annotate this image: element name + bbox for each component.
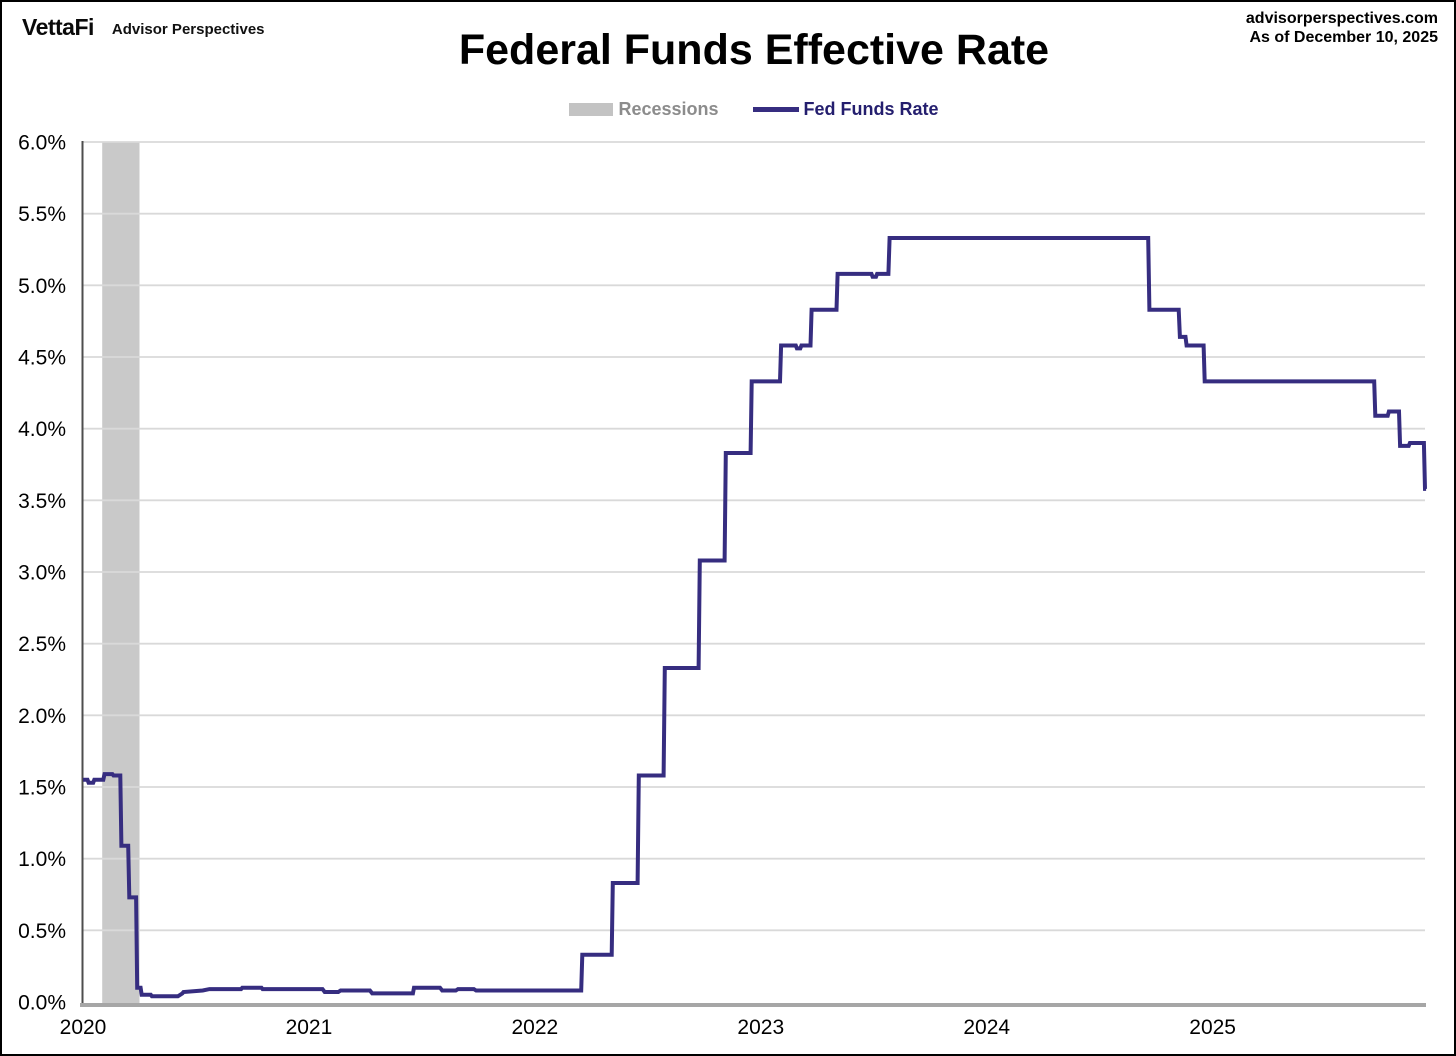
vettafi-logo: VettaFi Advisor Perspectives: [22, 14, 265, 41]
legend-item-fed-funds-rate: Fed Funds Rate: [752, 99, 939, 120]
y-axis-tick-label: 2.5%: [18, 633, 66, 656]
x-axis-tick-label: 2025: [1189, 1016, 1236, 1039]
recession-band-swatch: [569, 103, 614, 116]
legend-item-recessions: Recessions: [569, 99, 719, 120]
legend-fed-funds-label: Fed Funds Rate: [803, 99, 939, 119]
y-axis-tick-label: 4.0%: [18, 418, 66, 441]
y-axis-tick-label: 0.0%: [18, 992, 66, 1015]
x-axis-tick-label: 2022: [511, 1016, 558, 1039]
fed-funds-rate-line: [83, 236, 1427, 999]
y-axis-tick-label: 6.0%: [18, 132, 66, 155]
as-of-date: As of December 10, 2025: [1249, 29, 1438, 46]
y-axis-tick-label: 3.5%: [18, 490, 66, 513]
source-website: advisorperspectives.com: [1245, 10, 1438, 27]
y-axis-tick-label: 3.0%: [18, 562, 66, 585]
advisor-perspectives-label: Advisor Perspectives: [111, 20, 265, 38]
y-axis-tick-label: 5.0%: [18, 275, 66, 298]
x-axis-tick-label: 2021: [286, 1016, 333, 1039]
x-axis-tick-label: 2020: [60, 1016, 107, 1039]
vettafi-logo-text: VettaFi: [22, 14, 94, 40]
fed-funds-line-swatch: [752, 107, 799, 112]
y-axis-tick-label: 5.5%: [18, 203, 66, 226]
y-axis-tick-label: 2.0%: [18, 705, 66, 728]
source-attribution: advisorperspectives.com As of December 1…: [1246, 9, 1438, 47]
y-axis-tick-label: 1.5%: [18, 777, 66, 800]
page-title: Federal Funds Effective Rate: [458, 26, 1050, 74]
y-axis-tick-label: 1.0%: [18, 848, 66, 871]
recession-band: [102, 142, 140, 1005]
x-axis-tick-label: 2024: [963, 1016, 1010, 1039]
legend-recessions-label: Recessions: [618, 99, 719, 119]
y-axis-tick-label: 4.5%: [18, 347, 66, 370]
chart-legend: Recessions Fed Funds Rate: [83, 99, 1425, 120]
y-axis-tick-label: 0.5%: [18, 920, 66, 943]
x-axis-tick-label: 2023: [737, 1016, 784, 1039]
